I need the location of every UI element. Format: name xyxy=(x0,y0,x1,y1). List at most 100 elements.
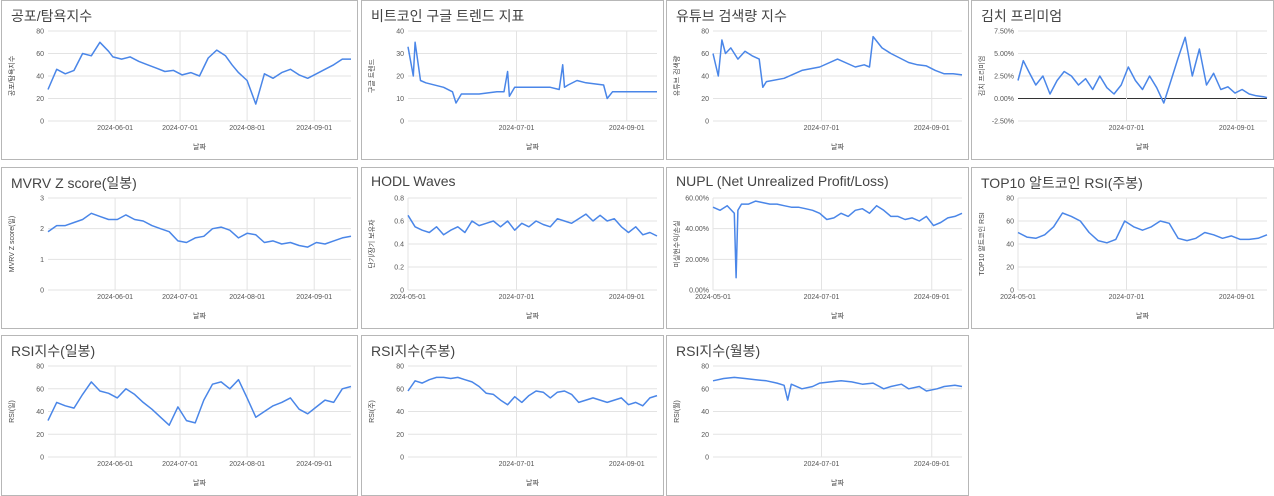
x-tick-label: 2024-09-01 xyxy=(1219,294,1255,301)
x-tick-label: 2024-07-01 xyxy=(499,294,535,301)
y-tick-label: 20 xyxy=(1006,265,1014,272)
x-tick-label: 2024-07-01 xyxy=(162,294,198,301)
series-line xyxy=(47,212,352,248)
y-tick-label: 80 xyxy=(701,364,709,371)
chart-title: 유튜브 검색량 지수 xyxy=(676,8,787,24)
y-tick-label: 40 xyxy=(396,409,404,416)
y-tick-label: 30 xyxy=(396,51,404,58)
series-line xyxy=(47,378,352,426)
x-axis-label: 날짜 xyxy=(526,478,539,487)
series-line xyxy=(712,200,963,279)
y-tick-label: 0.00% xyxy=(689,288,709,295)
series-line xyxy=(1017,212,1268,244)
x-tick-label: 2024-08-01 xyxy=(229,125,265,132)
y-tick-label: 3 xyxy=(40,196,44,203)
y-tick-label: 0 xyxy=(40,455,44,462)
y-tick-label: 80 xyxy=(396,364,404,371)
y-axis-label: 유튜브 검색량 xyxy=(672,55,681,96)
chart-title: 공포/탐욕지수 xyxy=(11,8,93,24)
y-tick-label: 0.2 xyxy=(394,265,404,272)
x-tick-label: 2024-09-01 xyxy=(1219,125,1255,132)
chart-card-rsi-daily[interactable]: RSI지수(일봉) 0 20 40 60 80 2024-06-01 2024-07-01 2… xyxy=(1,335,358,496)
x-tick-label: 2024-09-01 xyxy=(609,294,645,301)
x-tick-label: 2024-09-01 xyxy=(296,461,332,468)
y-tick-label: 20 xyxy=(36,432,44,439)
y-tick-label: 0 xyxy=(400,288,404,295)
y-tick-label: 20 xyxy=(396,432,404,439)
chart-card-fear-greed[interactable]: 공포/탐욕지수 0 20 40 60 80 2024-06-01 2024-07-01 202… xyxy=(1,0,358,160)
y-tick-label: 0 xyxy=(40,119,44,126)
x-tick-label: 2024-09-01 xyxy=(914,294,950,301)
x-tick-label: 2024-09-01 xyxy=(296,125,332,132)
y-tick-label: 10 xyxy=(396,96,404,103)
chart-title: TOP10 알트코인 RSI(주봉) xyxy=(981,175,1143,191)
y-tick-label: 7.50% xyxy=(994,29,1014,36)
chart-title: NUPL (Net Unrealized Profit/Loss) xyxy=(676,173,889,189)
chart-card-nupl[interactable]: NUPL (Net Unrealized Profit/Loss) 0.00% 2… xyxy=(666,167,969,329)
y-tick-label: 0 xyxy=(1010,288,1014,295)
chart-card-top10-alt-rsi[interactable]: TOP10 알트코인 RSI(주봉) 0 20 40 60 80 2024-05-01 20… xyxy=(971,167,1274,329)
chart-card-rsi-weekly[interactable]: RSI지수(주봉) 0 20 40 60 80 2024-07-01 2024-09-01 날… xyxy=(361,335,664,496)
y-axis-label: MVRV Z score(일) xyxy=(7,216,16,272)
series-line xyxy=(407,41,657,104)
x-axis-label: 날짜 xyxy=(1136,311,1149,320)
series-line xyxy=(1017,36,1268,104)
chart-title: HODL Waves xyxy=(371,173,456,189)
series-line xyxy=(407,213,658,237)
y-axis-label: TOP10 알트코인 RSI xyxy=(977,212,986,275)
y-tick-label: 60 xyxy=(701,51,709,58)
x-tick-label: 2024-06-01 xyxy=(97,461,133,468)
y-tick-label: 0 xyxy=(400,455,404,462)
series-line xyxy=(47,41,351,105)
y-axis-label: 미실현수익/손실 xyxy=(672,220,681,267)
y-tick-label: 2 xyxy=(40,226,44,233)
y-tick-label: 60 xyxy=(1006,219,1014,226)
x-tick-label: 2024-05-01 xyxy=(1000,294,1036,301)
chart-kimchi-premium: -2.50% 0.00% 2.50% 5.00% 7.50% 2024-07-01 2024… xyxy=(977,29,1268,151)
chart-card-rsi-monthly[interactable]: RSI지수(월봉) 0 20 40 60 80 2024-07-01 2024-09-01 날… xyxy=(666,335,969,496)
x-axis-label: 날짜 xyxy=(526,142,539,151)
x-tick-label: 2024-09-01 xyxy=(914,125,950,132)
series-line xyxy=(712,35,963,89)
chart-card-youtube-search[interactable]: 유튜브 검색량 지수 0 20 40 60 80 2024-07-01 2024-09-01… xyxy=(666,0,969,160)
chart-title: RSI지수(주봉) xyxy=(371,343,456,359)
y-tick-label: 60 xyxy=(36,386,44,393)
x-axis-label: 날짜 xyxy=(526,311,539,320)
y-tick-label: 20 xyxy=(701,432,709,439)
y-tick-label: 0.6 xyxy=(394,219,404,226)
chart-title: 비트코인 구글 트렌드 지표 xyxy=(371,8,525,24)
chart-youtube-search: 0 20 40 60 80 2024-07-01 2024-09-01 날짜 유튜브 검색량 xyxy=(672,29,963,151)
y-tick-label: 40 xyxy=(1006,242,1014,249)
y-tick-label: 0 xyxy=(705,455,709,462)
y-tick-label: 60 xyxy=(701,386,709,393)
y-tick-label: -2.50% xyxy=(992,119,1014,126)
x-tick-label: 2024-09-01 xyxy=(914,461,950,468)
chart-card-mvrv-z[interactable]: MVRV Z score(일봉) 0 1 2 3 2024-06-01 2024-07-0… xyxy=(1,167,358,329)
x-tick-label: 2024-09-01 xyxy=(609,461,645,468)
y-tick-label: 80 xyxy=(36,364,44,371)
chart-google-trends: 0 10 20 30 40 2024-07-01 2024-09-01 날짜 구글 트렌드 xyxy=(367,29,657,151)
y-tick-label: 0.00% xyxy=(994,96,1014,103)
y-tick-label: 60.00% xyxy=(685,196,709,203)
chart-mvrv-z: 0 1 2 3 2024-06-01 2024-07-01 2024-08-01 2024-0… xyxy=(7,196,352,320)
y-axis-label: 단기/장기 보유자 xyxy=(367,219,376,269)
x-axis-label: 날짜 xyxy=(193,478,206,487)
chart-card-kimchi-premium[interactable]: 김치 프리미엄 -2.50% 0.00% 2.50% 5.00% 7.50% 2024-0… xyxy=(971,0,1274,160)
x-tick-label: 2024-05-01 xyxy=(390,294,426,301)
chart-card-hodl-waves[interactable]: HODL Waves 0 0.2 0.4 0.6 0.8 2024-05-01 2024-0… xyxy=(361,167,664,329)
x-tick-label: 2024-07-01 xyxy=(499,461,535,468)
x-tick-label: 2024-09-01 xyxy=(296,294,332,301)
x-tick-label: 2024-07-01 xyxy=(804,294,840,301)
series-line xyxy=(712,376,963,401)
x-axis-label: 날짜 xyxy=(1136,142,1149,151)
y-tick-label: 40 xyxy=(701,74,709,81)
y-tick-label: 20 xyxy=(701,96,709,103)
x-tick-label: 2024-08-01 xyxy=(229,294,265,301)
y-tick-label: 60 xyxy=(36,51,44,58)
x-axis-label: 날짜 xyxy=(831,311,844,320)
x-tick-label: 2024-05-01 xyxy=(695,294,731,301)
y-tick-label: 20.00% xyxy=(685,257,709,264)
chart-card-google-trends[interactable]: 비트코인 구글 트렌드 지표 0 10 20 30 40 2024-07-01 2024-0… xyxy=(361,0,664,160)
y-tick-label: 80 xyxy=(1006,196,1014,203)
chart-rsi-monthly: 0 20 40 60 80 2024-07-01 2024-09-01 날짜 RSI(월) xyxy=(672,364,963,487)
